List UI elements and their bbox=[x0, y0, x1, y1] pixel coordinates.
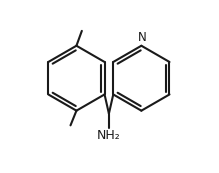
Text: N: N bbox=[138, 31, 147, 44]
Text: NH₂: NH₂ bbox=[97, 129, 121, 142]
